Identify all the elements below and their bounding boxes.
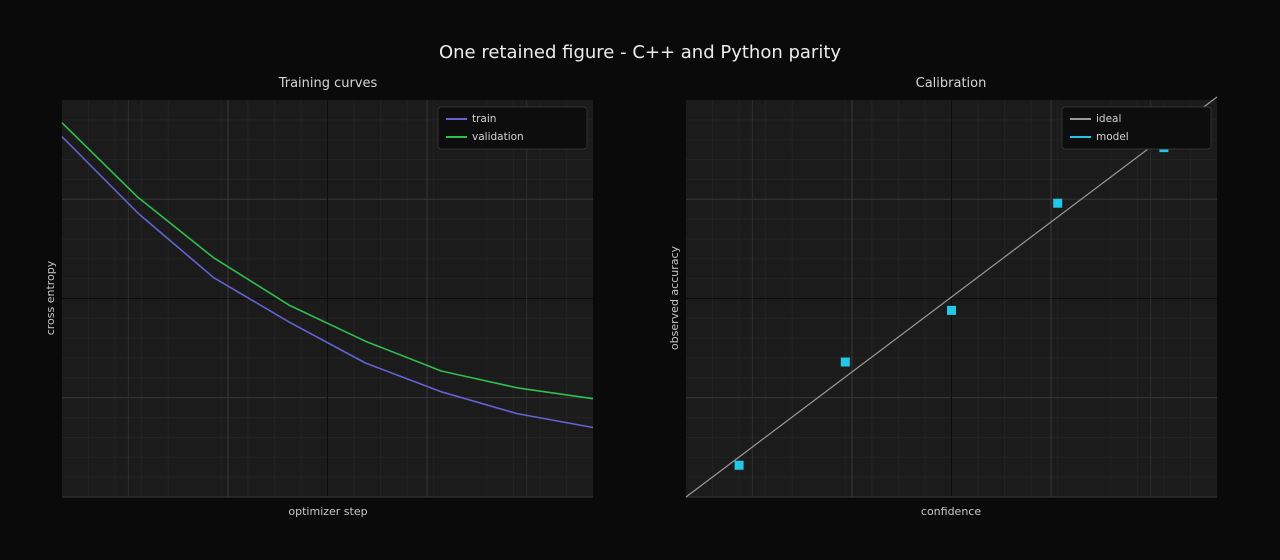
training-legend: train validation bbox=[437, 106, 588, 150]
model-point bbox=[1053, 198, 1063, 208]
training-legend-box bbox=[437, 106, 588, 150]
calibration-panel: Calibration confidence observed accuracy… bbox=[668, 76, 1218, 518]
calibration-legend-box bbox=[1061, 106, 1212, 150]
model-point bbox=[947, 305, 956, 315]
model-point bbox=[734, 460, 744, 470]
series-line-validation bbox=[61, 122, 594, 400]
legend-validation-label: validation bbox=[472, 131, 524, 143]
figure-title: One retained figure - C++ and Python par… bbox=[439, 42, 841, 63]
training-series bbox=[61, 122, 594, 429]
series-line-train bbox=[61, 136, 594, 429]
training-curves-title: Training curves bbox=[278, 76, 378, 91]
ideal-calibration-line bbox=[685, 96, 1218, 498]
calibration-xlabel: confidence bbox=[921, 505, 981, 518]
training-grid bbox=[62, 100, 593, 498]
calibration-legend: ideal model bbox=[1061, 106, 1212, 150]
calibration-ylabel: observed accuracy bbox=[668, 245, 681, 350]
calibration-title: Calibration bbox=[916, 76, 987, 91]
training-curves-panel: Training curves optimizer step cross ent… bbox=[44, 76, 594, 518]
training-ylabel: cross entropy bbox=[44, 260, 57, 335]
legend-model-label: model bbox=[1096, 131, 1129, 143]
calibration-grid bbox=[686, 100, 1217, 498]
model-point bbox=[840, 357, 850, 367]
training-xlabel: optimizer step bbox=[288, 505, 367, 518]
legend-train-label: train bbox=[472, 113, 496, 125]
legend-ideal-label: ideal bbox=[1096, 113, 1121, 125]
